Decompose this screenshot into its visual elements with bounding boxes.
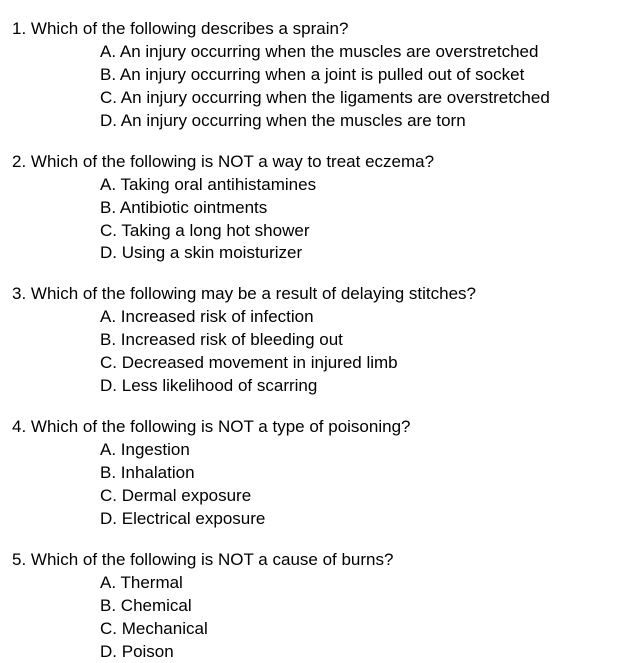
option-text: Increased risk of infection xyxy=(121,307,314,326)
option-letter: C xyxy=(100,88,112,107)
option-text: Taking oral antihistamines xyxy=(120,175,316,194)
question-block: 2. Which of the following is NOT a way t… xyxy=(12,151,606,266)
option-item: A. Increased risk of infection xyxy=(100,306,606,329)
option-item: C. Mechanical xyxy=(100,618,606,641)
option-item: A. An injury occurring when the muscles … xyxy=(100,41,606,64)
option-text: An injury occurring when the ligaments a… xyxy=(121,88,550,107)
option-text: Mechanical xyxy=(122,619,208,638)
question-text: 1. Which of the following describes a sp… xyxy=(12,18,606,41)
option-text: Inhalation xyxy=(121,463,195,482)
option-letter: A xyxy=(100,42,111,61)
option-text: Chemical xyxy=(121,596,192,615)
question-number: 5 xyxy=(12,550,21,569)
quiz-container: 1. Which of the following describes a sp… xyxy=(12,18,606,663)
option-letter: A xyxy=(100,175,111,194)
option-text: Using a skin moisturizer xyxy=(122,243,302,262)
option-item: A. Taking oral antihistamines xyxy=(100,174,606,197)
options-list: A. An injury occurring when the muscles … xyxy=(100,41,606,133)
question-block: 3. Which of the following may be a resul… xyxy=(12,283,606,398)
option-text: Electrical exposure xyxy=(122,509,266,528)
question-number: 1 xyxy=(12,19,21,38)
question-number: 2 xyxy=(12,152,21,171)
option-item: B. Increased risk of bleeding out xyxy=(100,329,606,352)
option-item: C. Dermal exposure xyxy=(100,485,606,508)
option-letter: C xyxy=(100,353,112,372)
option-letter: B xyxy=(100,65,111,84)
option-letter: C xyxy=(100,486,112,505)
option-item: D. Poison xyxy=(100,641,606,663)
option-text: Antibiotic ointments xyxy=(120,198,267,217)
option-letter: D xyxy=(100,376,112,395)
question-stem: Which of the following is NOT a way to t… xyxy=(31,152,434,171)
option-text: An injury occurring when the muscles are… xyxy=(121,111,466,130)
question-stem: Which of the following is NOT a cause of… xyxy=(31,550,394,569)
question-number: 4 xyxy=(12,417,21,436)
option-text: Poison xyxy=(122,642,174,661)
option-text: Ingestion xyxy=(121,440,190,459)
options-list: A. Increased risk of infectionB. Increas… xyxy=(100,306,606,398)
option-letter: D xyxy=(100,642,112,661)
option-letter: C xyxy=(100,619,112,638)
option-text: Thermal xyxy=(120,573,182,592)
option-text: Less likelihood of scarring xyxy=(122,376,318,395)
question-stem: Which of the following describes a sprai… xyxy=(31,19,349,38)
option-letter: D xyxy=(100,509,112,528)
option-item: A. Thermal xyxy=(100,572,606,595)
question-number: 3 xyxy=(12,284,21,303)
option-item: D. An injury occurring when the muscles … xyxy=(100,110,606,133)
option-text: Dermal exposure xyxy=(122,486,251,505)
question-stem: Which of the following is NOT a type of … xyxy=(31,417,411,436)
options-list: A. ThermalB. ChemicalC. MechanicalD. Poi… xyxy=(100,572,606,663)
question-text: 4. Which of the following is NOT a type … xyxy=(12,416,606,439)
option-text: Decreased movement in injured limb xyxy=(122,353,398,372)
option-text: Increased risk of bleeding out xyxy=(121,330,343,349)
option-item: C. An injury occurring when the ligament… xyxy=(100,87,606,110)
option-letter: B xyxy=(100,596,111,615)
option-item: A. Ingestion xyxy=(100,439,606,462)
option-letter: A xyxy=(100,307,111,326)
option-text: An injury occurring when the muscles are… xyxy=(120,42,539,61)
option-letter: D xyxy=(100,243,112,262)
option-item: B. Chemical xyxy=(100,595,606,618)
option-item: C. Taking a long hot shower xyxy=(100,220,606,243)
option-letter: A xyxy=(100,440,111,459)
option-letter: B xyxy=(100,330,111,349)
option-letter: C xyxy=(100,221,112,240)
question-block: 4. Which of the following is NOT a type … xyxy=(12,416,606,531)
question-text: 3. Which of the following may be a resul… xyxy=(12,283,606,306)
option-letter: B xyxy=(100,463,111,482)
question-block: 1. Which of the following describes a sp… xyxy=(12,18,606,133)
question-stem: Which of the following may be a result o… xyxy=(31,284,476,303)
option-item: C. Decreased movement in injured limb xyxy=(100,352,606,375)
option-letter: B xyxy=(100,198,111,217)
option-item: D. Using a skin moisturizer xyxy=(100,242,606,265)
option-item: B. An injury occurring when a joint is p… xyxy=(100,64,606,87)
option-letter: A xyxy=(100,573,111,592)
question-block: 5. Which of the following is NOT a cause… xyxy=(12,549,606,663)
option-item: D. Electrical exposure xyxy=(100,508,606,531)
option-item: D. Less likelihood of scarring xyxy=(100,375,606,398)
option-letter: D xyxy=(100,111,112,130)
options-list: A. IngestionB. InhalationC. Dermal expos… xyxy=(100,439,606,531)
question-text: 2. Which of the following is NOT a way t… xyxy=(12,151,606,174)
option-text: Taking a long hot shower xyxy=(121,221,309,240)
question-text: 5. Which of the following is NOT a cause… xyxy=(12,549,606,572)
option-item: B. Inhalation xyxy=(100,462,606,485)
options-list: A. Taking oral antihistaminesB. Antibiot… xyxy=(100,174,606,266)
option-item: B. Antibiotic ointments xyxy=(100,197,606,220)
option-text: An injury occurring when a joint is pull… xyxy=(120,65,524,84)
